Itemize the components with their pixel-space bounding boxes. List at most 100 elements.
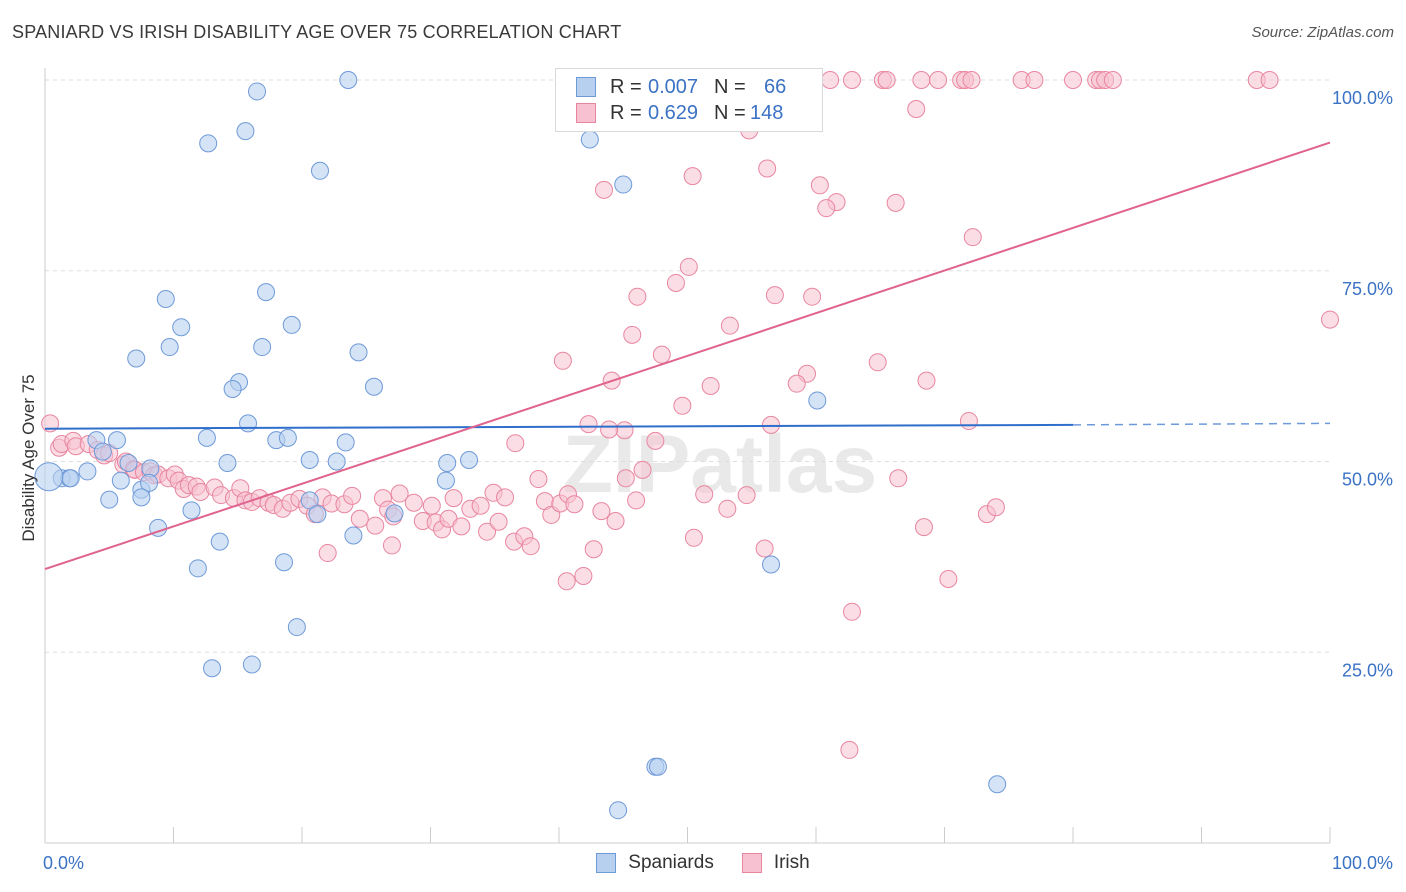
irish-point [565,495,584,514]
spaniards-point [460,450,479,469]
spaniards-point [242,655,261,674]
legend-item-spaniards[interactable]: Spaniards [596,852,714,874]
irish-point [787,374,806,393]
irish-point [962,71,981,89]
irish-point [444,489,463,508]
irish-point [489,512,508,531]
spaniards-point [300,450,319,469]
spaniards-point [140,473,159,492]
r-value: 0.007 [648,75,699,98]
irish-point [496,488,515,507]
irish-point [628,287,647,306]
irish-point [366,516,385,535]
irish-point [390,484,409,503]
spaniards-point [100,490,119,509]
irish-swatch [741,853,762,873]
irish-point [666,273,685,292]
spaniards-point [436,471,455,490]
irish-point [679,257,698,276]
spaniards-point [253,338,272,357]
spaniards-point [107,431,126,450]
legend-item-irish[interactable]: Irish [741,852,810,874]
spaniards-point [197,428,216,447]
irish-point [914,518,933,537]
spaniards-point [61,469,80,488]
y-tick-label: 50.0% [1342,470,1393,490]
irish-point [673,396,692,415]
irish-point [594,180,613,199]
x-tick-label: 0.0% [43,853,84,873]
irish-point [842,71,861,89]
legend-row-spaniards: R = 0.007 N = 66 [576,74,786,100]
spaniards-point [339,71,358,89]
trend-lines [44,141,1331,571]
spaniards-point [648,757,667,776]
source-label: Source: ZipAtlas.com [1251,24,1394,41]
spaniards-swatch [576,77,596,97]
spaniards-points [34,71,1007,820]
irish-point [889,469,908,488]
spaniards-point [580,130,599,149]
spaniards-point [310,161,329,180]
axis-labels: 25.0% 50.0% 75.0% 100.0% 0.0% 100.0% Disabilit… [19,88,1393,873]
irish-point [478,522,497,541]
spaniards-point [156,289,175,308]
irish-point [557,572,576,591]
irish-point [907,99,926,118]
irish-point [41,414,60,433]
irish-point [986,498,1005,517]
spaniards-trend-line [44,423,1074,430]
n-label: N = [714,75,746,98]
spaniards-point [327,452,346,471]
irish-point [929,71,948,89]
irish-point [917,371,936,390]
r-label: R = [610,101,642,124]
irish-point [1321,310,1339,329]
spaniards-point [132,488,151,507]
gridlines [45,79,1330,653]
spaniards-point [239,414,258,433]
irish-point [1103,71,1122,89]
spaniards-point [236,122,255,141]
irish-point [1025,71,1044,89]
axes [44,68,1331,844]
spaniards-point [609,801,628,820]
irish-point [471,496,490,515]
spaniards-point [762,555,781,574]
y-axis-title: Disability Age Over 75 [19,374,38,541]
irish-point [701,376,720,395]
irish-point [521,537,540,556]
spaniards-point [111,471,130,490]
irish-point [404,493,423,512]
n-value: 148 [750,101,784,124]
irish-point [529,470,548,489]
spaniards-point [385,504,404,523]
irish-point [842,602,861,621]
n-label: N = [714,101,746,124]
irish-point [584,540,603,559]
r-label: R = [610,75,642,98]
spaniards-point [223,380,242,399]
spaniards-point [218,454,237,473]
spaniards-point [78,462,97,481]
spaniards-point [438,454,457,473]
spaniards-point [182,501,201,520]
irish-point [627,491,646,510]
spaniards-point [614,175,633,194]
irish-point [579,415,598,434]
irish-point [343,486,362,505]
spaniards-point [210,532,229,551]
irish-swatch [576,103,596,123]
irish-point [840,740,859,759]
irish-point [963,228,982,247]
spaniards-point [93,442,112,461]
irish-point [633,460,652,479]
spaniards-point [203,659,222,678]
irish-point [646,431,665,450]
irish-point [574,566,593,585]
y-tick-label: 25.0% [1342,660,1393,680]
irish-point [912,71,931,89]
chart-title: SPANIARD VS IRISH DISABILITY AGE OVER 75… [12,22,622,42]
irish-point [615,421,634,440]
